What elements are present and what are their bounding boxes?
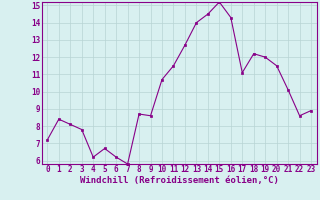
X-axis label: Windchill (Refroidissement éolien,°C): Windchill (Refroidissement éolien,°C) — [80, 176, 279, 185]
